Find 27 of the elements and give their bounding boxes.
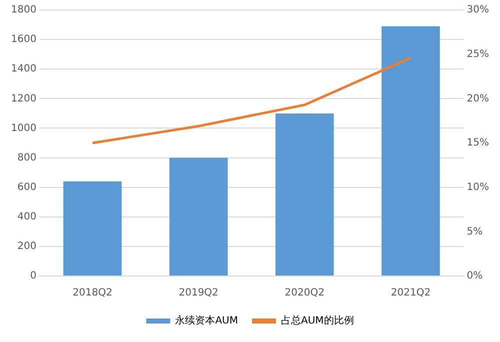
x-tick-label: 2018Q2: [72, 288, 112, 299]
y-tick-label: 1200: [10, 93, 36, 104]
y-tick-label: 1400: [10, 64, 36, 75]
y-tick-label: 1800: [10, 4, 36, 16]
legend-label: 占总AUM的比例: [281, 314, 354, 327]
legend-label: 永续资本AUM: [175, 314, 238, 327]
y-tick-label: 800: [17, 152, 36, 164]
y-tick-label: 1600: [10, 34, 36, 46]
bar: [169, 158, 228, 276]
x-tick-label: 2019Q2: [178, 288, 218, 299]
y-tick-label: 200: [17, 241, 36, 252]
y2-tick-label: 20%: [466, 93, 490, 104]
y2-tick-label: 10%: [466, 182, 490, 193]
y2-tick-label: 0%: [466, 270, 483, 282]
y2-tick-label: 30%: [466, 4, 490, 16]
y2-tick-label: 25%: [466, 48, 490, 60]
y-tick-label: 1000: [10, 122, 36, 134]
bar: [382, 26, 440, 276]
bar: [63, 181, 122, 276]
bar: [275, 113, 334, 276]
x-tick-label: 2020Q2: [284, 288, 324, 299]
y-tick-label: 0: [30, 270, 36, 282]
y2-tick-label: 15%: [466, 138, 490, 149]
y-tick-label: 400: [17, 211, 36, 222]
y2-tick-label: 5%: [466, 226, 483, 238]
x-tick-label: 2021Q2: [390, 288, 431, 299]
y-tick-label: 600: [17, 182, 36, 193]
